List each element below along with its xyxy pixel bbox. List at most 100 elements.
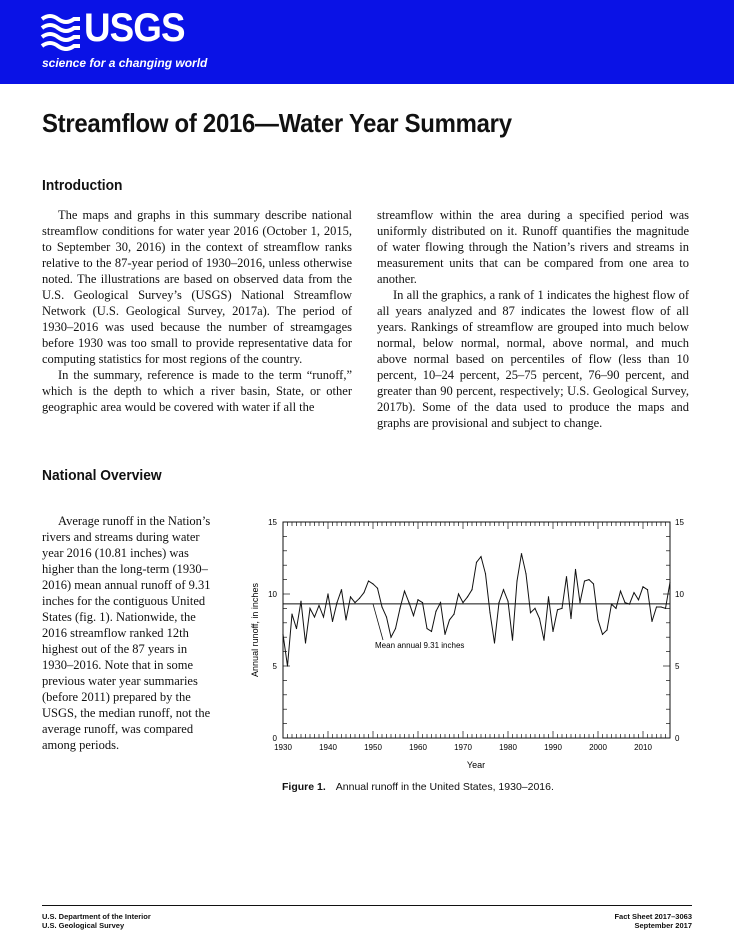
introduction-heading: Introduction [42, 177, 122, 194]
y-tick-labels: 051015051015 [268, 518, 684, 743]
runoff-point [471, 589, 472, 590]
usgs-tagline: science for a changing world [42, 56, 207, 70]
runoff-point [350, 596, 351, 597]
runoff-point [390, 637, 391, 638]
runoff-point [624, 602, 625, 603]
runoff-point [665, 608, 666, 609]
runoff-point [395, 628, 396, 629]
runoff-point [566, 576, 567, 577]
runoff-point [593, 583, 594, 584]
runoff-point [291, 614, 292, 615]
runoff-point [296, 628, 297, 629]
x-tick-label: 1930 [274, 743, 292, 752]
national-overview-heading: National Overview [42, 467, 162, 484]
runoff-point [332, 621, 333, 622]
runoff-point [485, 573, 486, 574]
runoff-point [597, 619, 598, 620]
footer-rule [42, 905, 692, 906]
runoff-point [431, 631, 432, 632]
plot-frame [283, 522, 670, 738]
intro-left-column: The maps and graphs in this summary desc… [42, 207, 352, 415]
runoff-point [651, 621, 652, 622]
footer-right: Fact Sheet 2017–3063 September 2017 [614, 912, 692, 930]
runoff-point [579, 602, 580, 603]
x-tick-label: 1940 [319, 743, 337, 752]
runoff-point [449, 619, 450, 620]
runoff-point [300, 601, 301, 602]
footer-left: U.S. Department of the Interior U.S. Geo… [42, 912, 151, 930]
x-tick-label: 1990 [544, 743, 562, 752]
runoff-point [602, 634, 603, 635]
runoff-point [381, 606, 382, 607]
y-axis-label: Annual runoff, in inches [250, 583, 260, 677]
runoff-point [543, 639, 544, 640]
runoff-point [534, 608, 535, 609]
runoff-point [341, 589, 342, 590]
annotation-leader [373, 604, 383, 640]
runoff-point [386, 616, 387, 617]
runoff-point [516, 580, 517, 581]
runoff-point [489, 612, 490, 613]
runoff-point [503, 589, 504, 590]
runoff-point [323, 616, 324, 617]
x-tick-labels: 193019401950196019701980199020002010 [274, 743, 652, 752]
runoff-point [399, 608, 400, 609]
runoff-point [444, 634, 445, 635]
y-tick-label-left: 10 [268, 590, 277, 599]
runoff-point [606, 629, 607, 630]
runoff-point [647, 589, 648, 590]
runoff-point [453, 614, 454, 615]
runoff-point [557, 609, 558, 610]
runoff-point [422, 602, 423, 603]
runoff-point [669, 582, 670, 583]
runoff-point [305, 642, 306, 643]
x-tick-label: 1950 [364, 743, 382, 752]
figure-caption: Figure 1.Annual runoff in the United Sta… [282, 781, 554, 793]
runoff-point [287, 665, 288, 666]
y-tick-label-right: 10 [675, 590, 684, 599]
runoff-point [368, 580, 369, 581]
x-axis-label: Year [467, 760, 485, 770]
page-title: Streamflow of 2016—Water Year Summary [42, 108, 512, 139]
runoff-point [327, 593, 328, 594]
runoff-point [345, 619, 346, 620]
runoff-point [417, 599, 418, 600]
runoff-point [440, 602, 441, 603]
runoff-point [354, 602, 355, 603]
y-tick-label-left: 15 [268, 518, 277, 527]
runoff-point [615, 608, 616, 609]
runoff-point [642, 586, 643, 587]
runoff-point [660, 606, 661, 607]
usgs-logo-text: USGS [84, 6, 185, 51]
runoff-point [498, 602, 499, 603]
runoff-point [588, 579, 589, 580]
runoff-point [512, 639, 513, 640]
runoff-point [318, 605, 319, 606]
tick-marks [283, 522, 670, 738]
footer-agency: U.S. Geological Survey [42, 921, 151, 930]
runoff-point [314, 616, 315, 617]
x-tick-label: 1970 [454, 743, 472, 752]
runoff-point [336, 602, 337, 603]
runoff-point [584, 580, 585, 581]
runoff-point [620, 591, 621, 592]
runoff-point [656, 606, 657, 607]
overview-paragraph: Average runoff in the Nation’s rivers an… [42, 513, 220, 753]
runoff-point [404, 591, 405, 592]
runoff-point [611, 603, 612, 604]
usgs-banner: USGS science for a changing world [0, 0, 734, 84]
runoff-point [476, 562, 477, 563]
runoff-point [435, 611, 436, 612]
footer-department: U.S. Department of the Interior [42, 912, 151, 921]
runoff-point [282, 634, 283, 635]
intro-paragraph-4: In all the graphics, a rank of 1 indicat… [377, 287, 689, 431]
runoff-point [426, 628, 427, 629]
runoff-point [462, 602, 463, 603]
runoff-point [638, 599, 639, 600]
runoff-point [633, 592, 634, 593]
runoff-point [372, 583, 373, 584]
runoff-point [525, 573, 526, 574]
y-tick-label-left: 5 [273, 662, 278, 671]
figure-caption-text: Annual runoff in the United States, 1930… [336, 781, 554, 793]
usgs-waves-icon [40, 13, 82, 51]
